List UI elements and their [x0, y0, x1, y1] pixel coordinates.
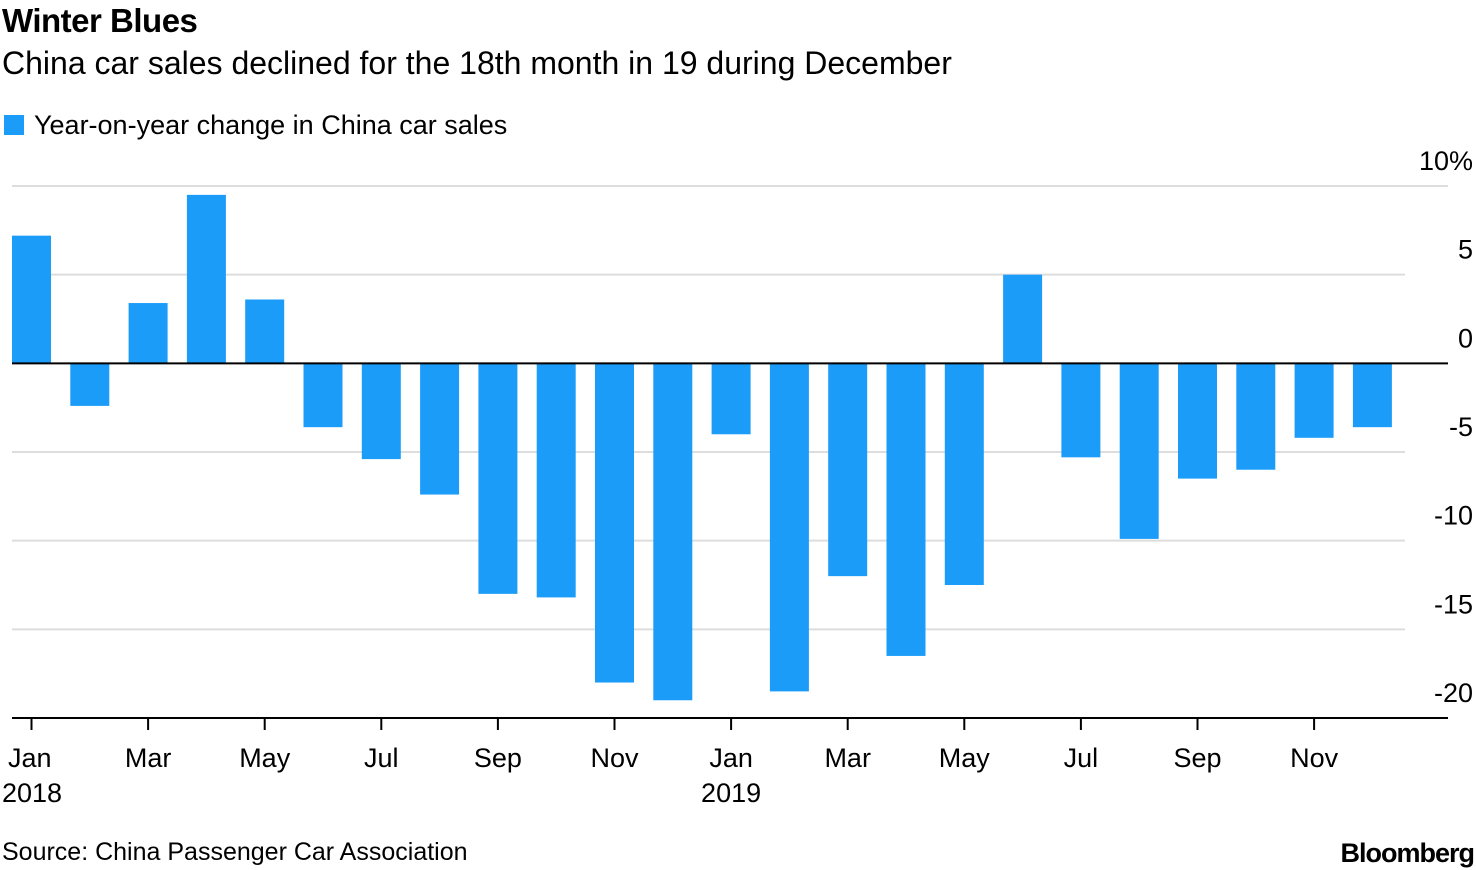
- x-tick-label: Jan: [8, 743, 52, 773]
- bar-dec-2018: [653, 363, 693, 701]
- bar-sep-2019: [1178, 363, 1217, 479]
- x-tick-label: Jan: [709, 743, 753, 773]
- y-tick-label: -15: [1434, 589, 1473, 619]
- legend: Year-on-year change in China car sales: [4, 108, 507, 142]
- bar-sep-2018: [478, 363, 518, 594]
- bar-feb-2018: [70, 363, 110, 406]
- bar-jun-2018: [303, 363, 343, 428]
- bar-jul-2018: [361, 363, 401, 460]
- bar-oct-2018: [536, 363, 576, 598]
- x-tick-label: Sep: [1173, 743, 1221, 773]
- y-tick-label: 10%: [1419, 146, 1473, 176]
- x-tick-label: Sep: [474, 743, 522, 773]
- bar-may-2019: [944, 363, 984, 585]
- axis-labels: 10% 5 0 -5 -10 -15 -20 Jan 2018 Mar May Jul Sep Nov Ja…: [2, 146, 1473, 808]
- x-tick-label: Jul: [1064, 743, 1099, 773]
- legend-swatch: [4, 115, 24, 135]
- x-tick-label: Jul: [364, 743, 399, 773]
- x-tick-label: Mar: [125, 743, 172, 773]
- bar-jan-2018: [12, 235, 51, 364]
- y-tick-label: 5: [1458, 235, 1473, 265]
- x-tick-label: May: [239, 743, 291, 773]
- y-tick-label: -5: [1449, 412, 1473, 442]
- chart-subtitle: China car sales declined for the 18th mo…: [2, 45, 952, 81]
- y-tick-label: -20: [1434, 678, 1473, 708]
- bar-apr-2018: [186, 194, 226, 364]
- x-tick-year-label: 2018: [2, 778, 62, 808]
- axes: [12, 362, 1448, 730]
- bar-mar-2019: [828, 363, 868, 577]
- chart-title: Winter Blues: [2, 2, 198, 39]
- bar-dec-2019: [1352, 363, 1392, 428]
- bar-feb-2019: [769, 363, 809, 692]
- y-tick-label: -10: [1434, 501, 1473, 531]
- x-tick-year-label: 2019: [701, 778, 761, 808]
- x-tick-label: Nov: [1290, 743, 1339, 773]
- bar-aug-2018: [420, 363, 460, 495]
- bar-may-2018: [245, 299, 285, 364]
- bars: [12, 194, 1392, 701]
- bar-jul-2019: [1061, 363, 1101, 458]
- bar-nov-2018: [595, 363, 634, 683]
- bar-nov-2019: [1294, 363, 1334, 438]
- x-tick-label: Nov: [590, 743, 639, 773]
- bar-jan-2019: [711, 363, 751, 435]
- gridlines: [12, 185, 1448, 631]
- bar-aug-2019: [1119, 363, 1159, 539]
- x-tick-label: May: [939, 743, 991, 773]
- y-tick-label: 0: [1458, 323, 1473, 353]
- source-note: Source: China Passenger Car Association: [2, 838, 468, 866]
- bar-jun-2019: [1003, 274, 1043, 364]
- bar-oct-2019: [1236, 363, 1276, 470]
- legend-label: Year-on-year change in China car sales: [34, 109, 508, 140]
- x-tick-label: Mar: [824, 743, 871, 773]
- bar-apr-2019: [886, 363, 926, 656]
- bar-mar-2018: [128, 303, 168, 364]
- bloomberg-logo: Bloomberg: [1340, 838, 1475, 868]
